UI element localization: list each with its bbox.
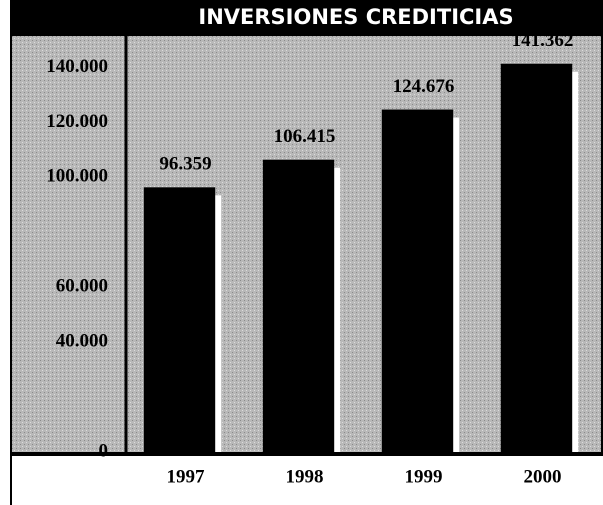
bar — [143, 187, 216, 452]
value-label: 141.362 — [512, 30, 574, 51]
value-label: 124.676 — [393, 76, 455, 97]
value-label: 96.359 — [159, 154, 211, 175]
y-tick-label: 60.000 — [56, 276, 108, 297]
marks: 0 40.000 60.000 100.000 120.000 140.000 1997 96… — [46, 30, 579, 487]
x-tick-label: 1999 — [405, 466, 443, 487]
title-bar — [10, 0, 603, 36]
y-tick-label: 140.000 — [46, 56, 108, 77]
chart-title: INVERSIONES CREDITICIAS — [198, 5, 513, 29]
bar — [381, 109, 454, 453]
value-label: 106.415 — [274, 126, 336, 147]
y-tick-label: 100.000 — [46, 166, 108, 187]
y-tick-label: 0 — [99, 440, 109, 461]
x-tick-label: 1998 — [286, 466, 324, 487]
bar — [262, 159, 335, 452]
y-tick-label: 40.000 — [56, 330, 108, 351]
y-tick-label: 120.000 — [46, 111, 108, 132]
x-tick-label: 2000 — [524, 466, 562, 487]
bar — [500, 63, 573, 452]
x-tick-label: 1997 — [167, 466, 206, 487]
